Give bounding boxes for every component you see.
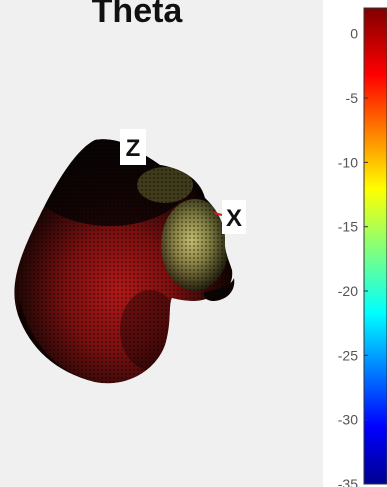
colorbar-ticks: 0 -5 -10 -15 -20 -25 -30 -35: [338, 26, 368, 487]
colorbar-tick-label: -30: [338, 412, 358, 428]
colorbar-tick-label: -35: [338, 476, 358, 487]
colorbar-gradient: [363, 7, 387, 485]
colorbar-tick-label: -15: [338, 219, 358, 235]
surface-tail: [203, 278, 235, 301]
x-axis-label: X: [213, 200, 246, 234]
colorbar-tick-label: 0: [350, 26, 358, 42]
colorbar-tick-label: -5: [346, 90, 359, 106]
z-label-text: Z: [126, 135, 141, 162]
chart-title: Theta: [92, 0, 184, 30]
colorbar-tick-label: -20: [338, 283, 358, 299]
z-label-background: [120, 129, 146, 165]
colorbar-tick-label: -25: [338, 347, 358, 363]
x-label-text: X: [226, 205, 242, 232]
z-axis-label: Z: [120, 129, 146, 165]
surface-plot: [14, 139, 235, 384]
x-axis-indicator: [213, 212, 223, 216]
colorbar-tick-label: -10: [338, 154, 358, 170]
x-label-background: [222, 200, 246, 234]
colorbar: 0 -5 -10 -15 -20 -25 -30 -35: [323, 0, 387, 487]
surface-mesh: [14, 139, 233, 384]
